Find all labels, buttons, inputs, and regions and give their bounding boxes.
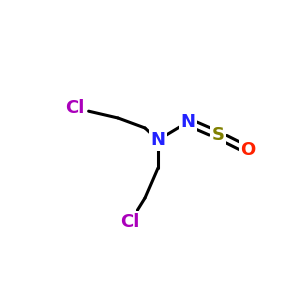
Text: S: S: [212, 126, 224, 144]
Text: Cl: Cl: [120, 213, 140, 231]
Text: N: N: [181, 113, 196, 131]
Text: Cl: Cl: [65, 99, 85, 117]
Text: O: O: [240, 141, 256, 159]
Text: N: N: [151, 131, 166, 149]
